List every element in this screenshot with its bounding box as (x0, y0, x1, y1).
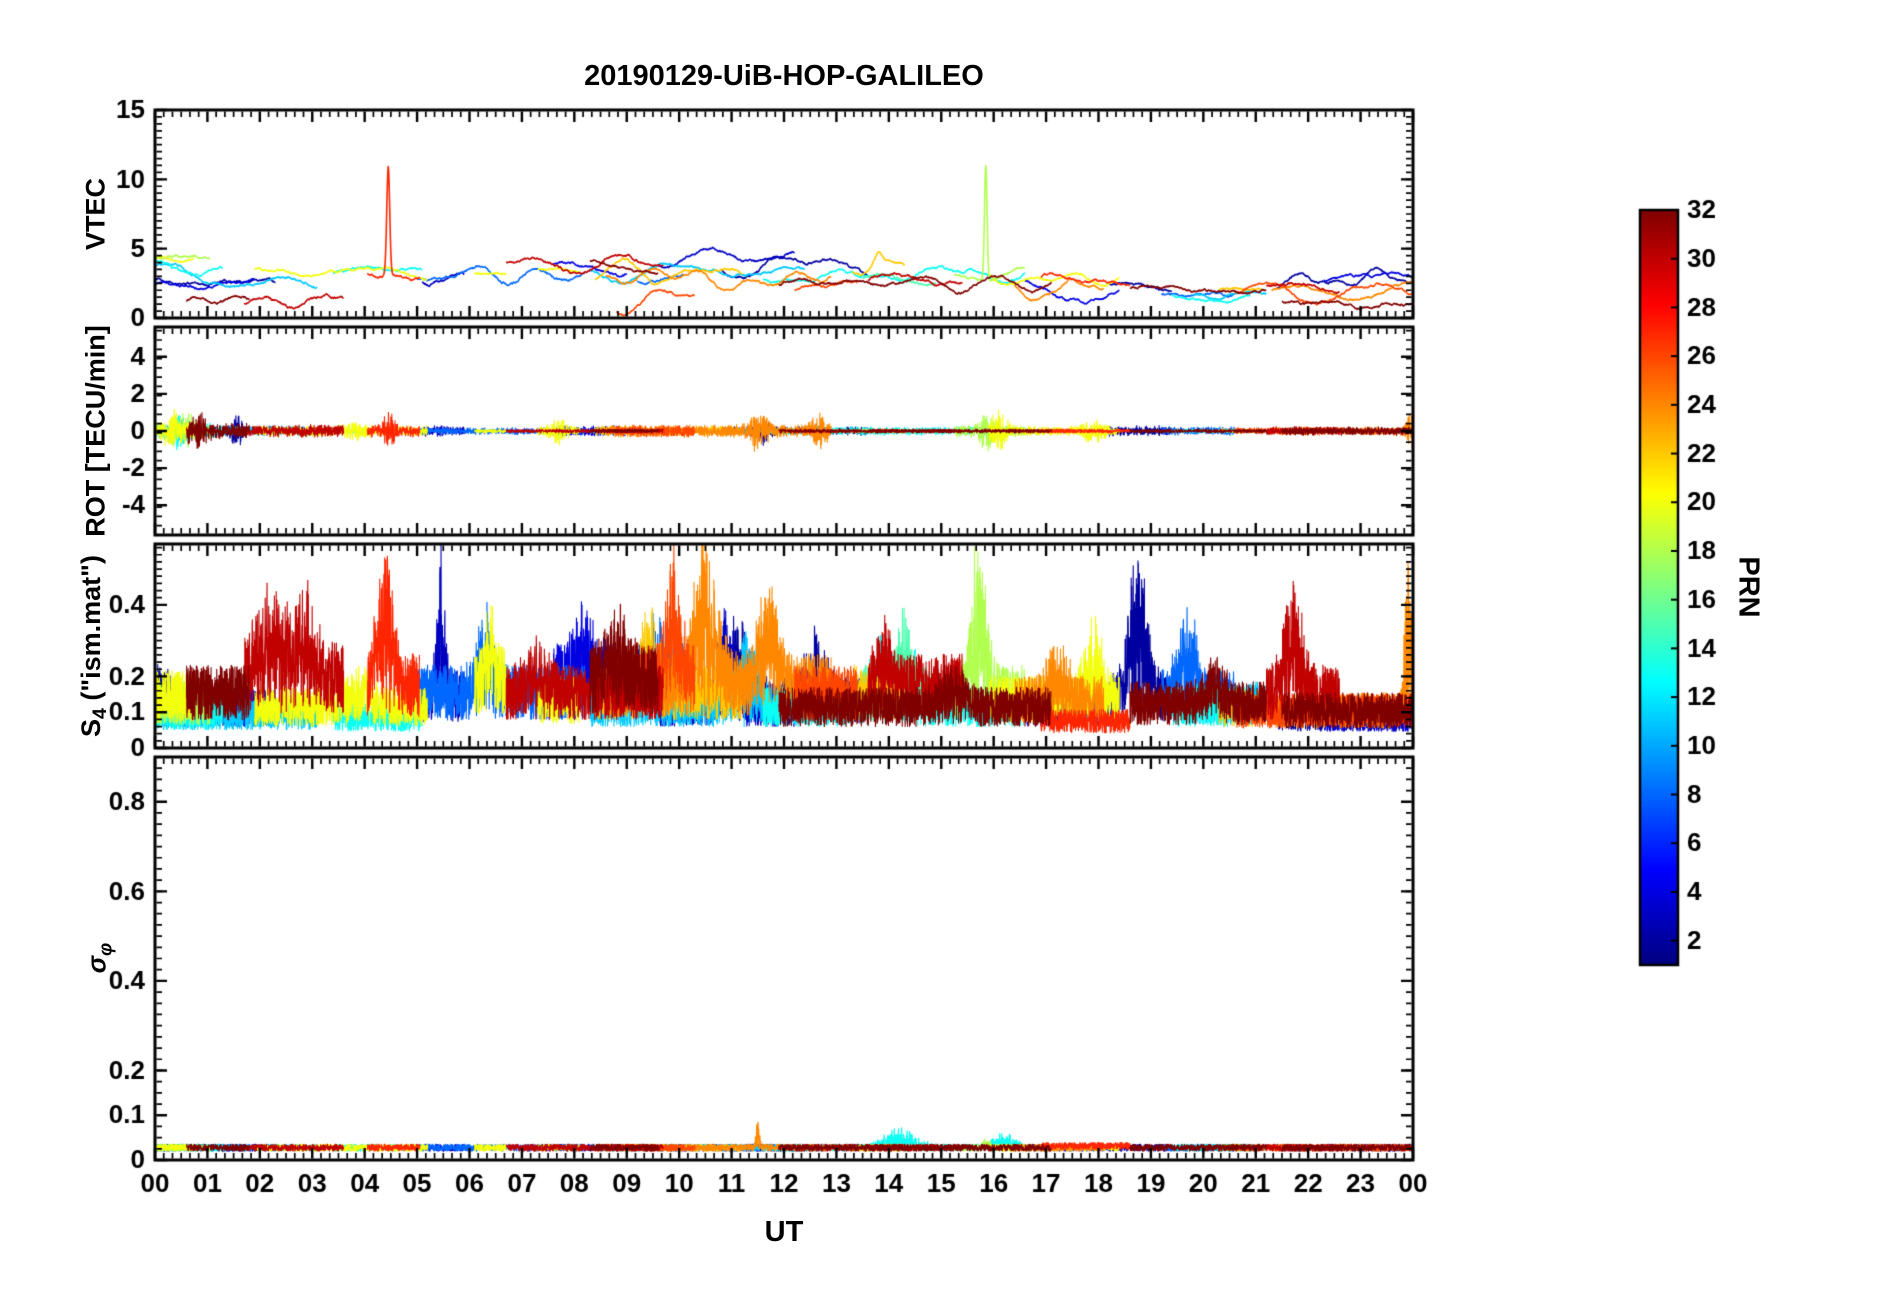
ylabel-part: 4 (89, 708, 112, 719)
xlabel-ut: UT (764, 1216, 804, 1248)
ylabel-vtec: VTEC (81, 178, 112, 250)
colorbar-label: PRN (1732, 556, 1765, 618)
ylabel-part: S (75, 718, 106, 737)
chart-title: 20190129-UiB-HOP-GALILEO (584, 60, 984, 92)
ylabel-part: ROT [TECU/min] (80, 325, 111, 537)
ylabel-s4: S4 ("ism.mat") (76, 555, 112, 737)
ylabel-part: ("ism.mat") (75, 555, 106, 709)
ylabel-part: VTEC (80, 177, 111, 251)
ylabel-part: φ (94, 942, 116, 956)
ylabel-sigma-phi: σφ (81, 943, 116, 973)
ylabel-rot: ROT [TECU/min] (81, 325, 112, 536)
ylabel-part: σ (81, 955, 112, 974)
